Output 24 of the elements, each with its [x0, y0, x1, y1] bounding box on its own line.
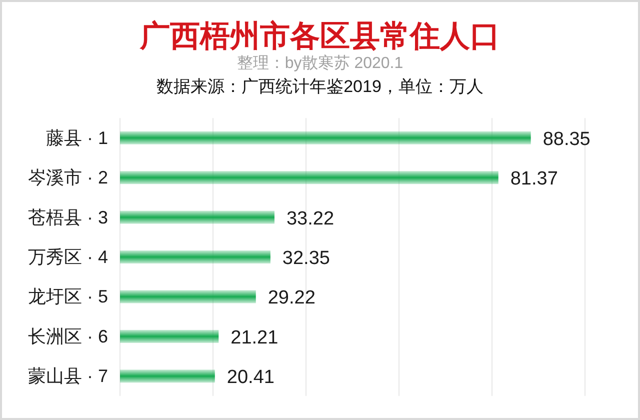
y-tick-label: 岑溪市 · 2 — [28, 168, 108, 188]
bar — [120, 290, 256, 304]
y-tick-label: 龙圩区 · 5 — [28, 286, 108, 307]
bar — [120, 250, 270, 264]
data-label: 33.22 — [286, 208, 334, 230]
chart-subtitle: 整理：by散寒苏 2020.1 — [236, 54, 404, 72]
bar — [120, 131, 531, 144]
data-label: 88.35 — [542, 128, 590, 150]
y-tick-label: 长洲区 · 6 — [28, 326, 108, 346]
y-tick-label: 万秀区 · 4 — [28, 247, 108, 267]
data-label: 21.21 — [230, 327, 278, 348]
y-tick-label: 苍梧县 · 3 — [28, 207, 108, 228]
data-label: 32.35 — [282, 248, 330, 269]
y-tick-label: 藤县 · 1 — [46, 128, 108, 148]
bar — [120, 330, 219, 343]
source-note: 数据来源：广西统计年鉴2019，单位：万人 — [156, 77, 484, 96]
data-label: 29.22 — [268, 288, 316, 309]
data-label: 81.37 — [510, 168, 558, 190]
data-label: 20.41 — [226, 367, 274, 388]
y-tick-label: 蒙山县 · 7 — [28, 366, 108, 386]
bar — [120, 171, 498, 184]
bar — [120, 210, 274, 224]
chart-title: 广西梧州市各区县常住人口 — [139, 19, 500, 53]
bar — [120, 370, 215, 383]
